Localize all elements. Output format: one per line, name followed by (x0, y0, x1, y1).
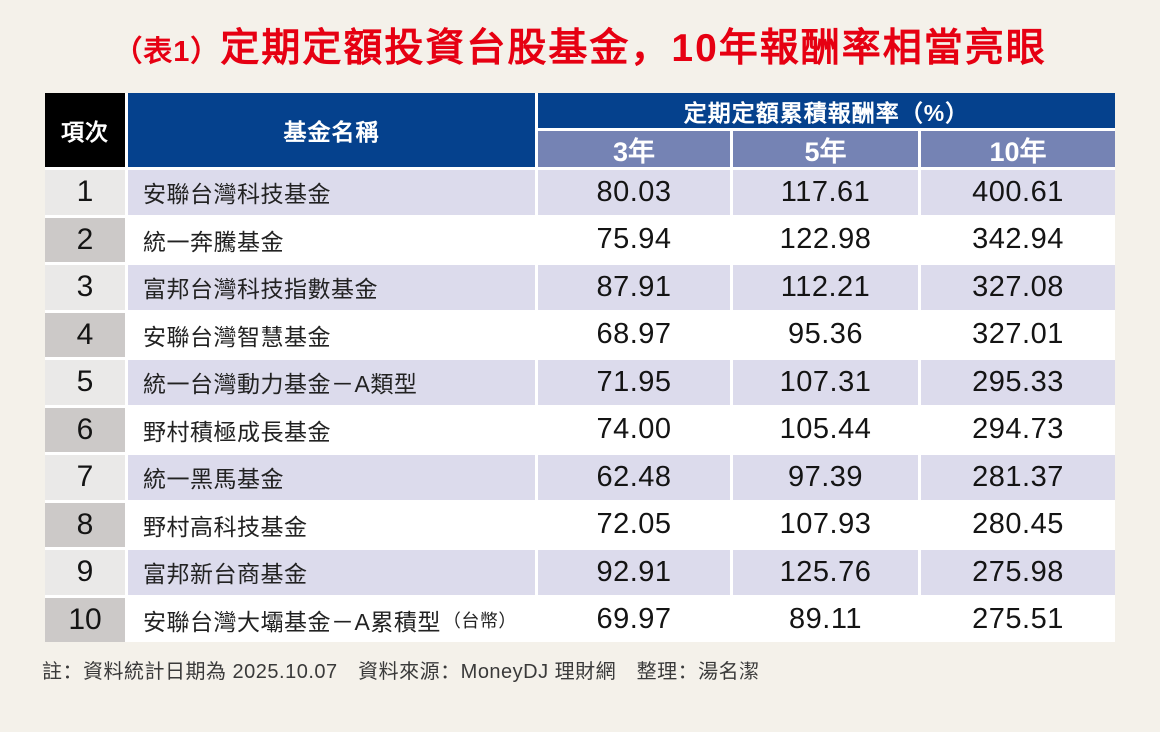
return-3y-cell: 80.03 (538, 170, 730, 215)
return-10y-cell: 275.51 (921, 597, 1115, 642)
col-header-rank: 項次 (45, 93, 125, 167)
return-3y-cell: 71.95 (538, 360, 730, 405)
return-5y-cell: 89.11 (733, 597, 918, 642)
page-title: （表1）定期定額投資台股基金，10年報酬率相當亮眼 (0, 25, 1160, 81)
return-5y-cell: 112.21 (733, 265, 918, 310)
col-header-5y: 5年 (733, 131, 918, 167)
return-5y-cell: 107.93 (733, 502, 918, 547)
return-10y-cell: 275.98 (921, 550, 1115, 595)
return-3y-cell: 68.97 (538, 312, 730, 357)
source-note: 註：資料統計日期為 2025.10.07 資料來源：MoneyDJ 理財網 整理… (42, 661, 760, 683)
return-5y-cell: 95.36 (733, 312, 918, 357)
rank-cell: 7 (45, 455, 125, 500)
fund-name-text: 安聯台灣智慧基金 (143, 323, 331, 350)
rank-cell: 10 (45, 597, 125, 642)
return-5y-cell: 117.61 (733, 170, 918, 215)
rank-cell: 8 (45, 502, 125, 547)
col-header-10y: 10年 (921, 131, 1115, 167)
return-5y-cell: 122.98 (733, 217, 918, 262)
rank-cell: 4 (45, 312, 125, 357)
page-title-prefix: （表1） (113, 36, 221, 68)
return-10y-cell: 281.37 (921, 455, 1115, 500)
fund-name-text: 統一台灣動力基金－A類型 (143, 371, 418, 398)
return-10y-cell: 400.61 (921, 170, 1115, 215)
col-header-returns-group: 定期定額累積報酬率（%） (538, 93, 1115, 128)
page-title-main: 定期定額投資台股基金，10年報酬率相當亮眼 (220, 27, 1047, 70)
return-5y-cell: 107.31 (733, 360, 918, 405)
fund-name-cell: 安聯台灣科技基金 (128, 170, 535, 215)
return-10y-cell: 295.33 (921, 360, 1115, 405)
fund-name-text: 安聯台灣大壩基金－A累積型 (143, 608, 441, 635)
return-3y-cell: 69.97 (538, 597, 730, 642)
return-3y-cell: 62.48 (538, 455, 730, 500)
col-header-3y: 3年 (538, 131, 730, 167)
fund-returns-table: 項次 基金名稱 定期定額累積報酬率（%） 3年 5年 10年 1 安聯台灣科技基金… (45, 93, 1115, 642)
fund-name-note: （台幣） (442, 610, 517, 631)
rank-cell: 6 (45, 407, 125, 452)
return-5y-cell: 97.39 (733, 455, 918, 500)
fund-name-text: 野村積極成長基金 (143, 418, 331, 445)
fund-name-cell: 統一黑馬基金 (128, 455, 535, 500)
fund-name-cell: 富邦台灣科技指數基金 (128, 265, 535, 310)
fund-name-text: 野村高科技基金 (143, 513, 308, 540)
fund-name-cell: 野村高科技基金 (128, 502, 535, 547)
return-3y-cell: 87.91 (538, 265, 730, 310)
return-10y-cell: 327.08 (921, 265, 1115, 310)
return-3y-cell: 72.05 (538, 502, 730, 547)
fund-name-text: 富邦台灣科技指數基金 (143, 276, 378, 303)
fund-name-text: 統一黑馬基金 (143, 466, 284, 493)
return-5y-cell: 125.76 (733, 550, 918, 595)
return-10y-cell: 327.01 (921, 312, 1115, 357)
fund-name-cell: 安聯台灣大壩基金－A累積型 （台幣） (128, 597, 535, 642)
rank-cell: 2 (45, 217, 125, 262)
fund-name-cell: 安聯台灣智慧基金 (128, 312, 535, 357)
fund-name-cell: 統一奔騰基金 (128, 217, 535, 262)
fund-name-cell: 富邦新台商基金 (128, 550, 535, 595)
return-3y-cell: 74.00 (538, 407, 730, 452)
return-3y-cell: 92.91 (538, 550, 730, 595)
return-10y-cell: 342.94 (921, 217, 1115, 262)
fund-name-text: 富邦新台商基金 (143, 561, 308, 588)
rank-cell: 5 (45, 360, 125, 405)
return-3y-cell: 75.94 (538, 217, 730, 262)
fund-name-text: 統一奔騰基金 (143, 228, 284, 255)
return-10y-cell: 280.45 (921, 502, 1115, 547)
rank-cell: 3 (45, 265, 125, 310)
col-header-fund-name: 基金名稱 (128, 93, 535, 167)
return-5y-cell: 105.44 (733, 407, 918, 452)
rank-cell: 9 (45, 550, 125, 595)
fund-name-cell: 野村積極成長基金 (128, 407, 535, 452)
fund-name-cell: 統一台灣動力基金－A類型 (128, 360, 535, 405)
return-10y-cell: 294.73 (921, 407, 1115, 452)
fund-name-text: 安聯台灣科技基金 (143, 181, 331, 208)
rank-cell: 1 (45, 170, 125, 215)
